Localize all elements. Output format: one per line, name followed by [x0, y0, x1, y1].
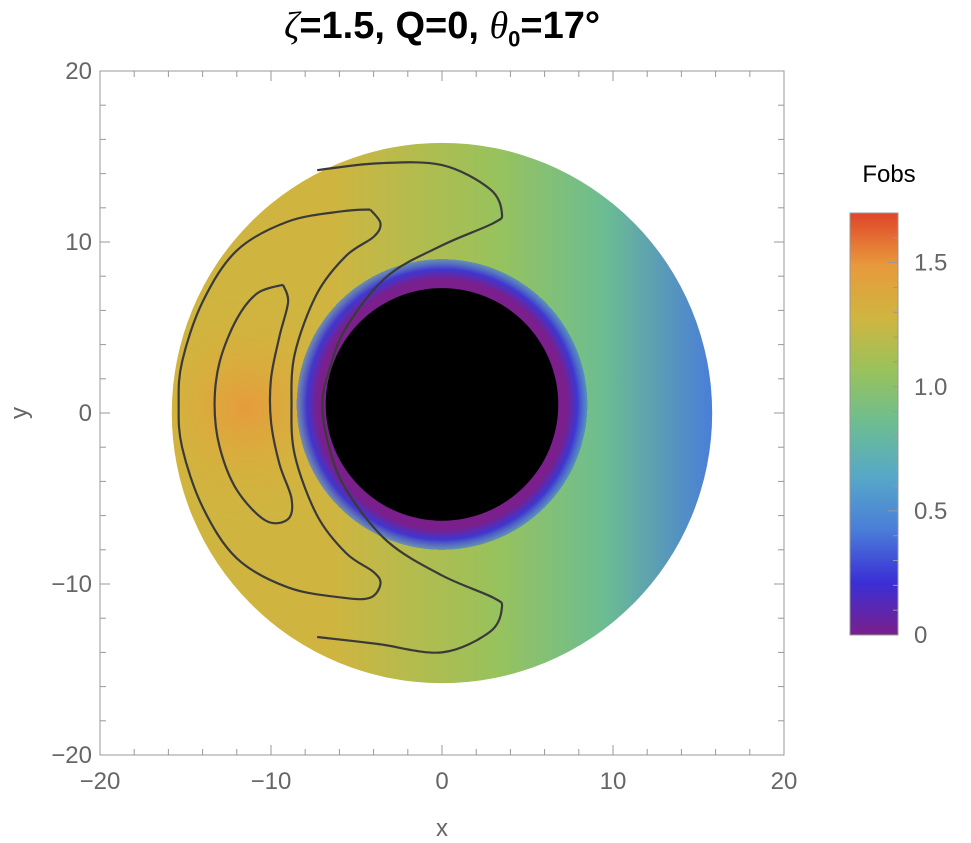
y-axis-label: y [6, 407, 33, 419]
colorbar-tick-label: 1.0 [914, 374, 947, 401]
contour-line [317, 161, 504, 654]
colorbar-tick-label: 1.5 [914, 250, 947, 277]
x-tick-label: −20 [80, 768, 121, 795]
colorbar-gradient [849, 212, 899, 636]
y-tick-label: −10 [51, 571, 92, 598]
title-theta-value: =17° [520, 5, 601, 47]
title-zeta-symbol: ζ [283, 5, 300, 47]
black-hole-shadow [325, 288, 559, 521]
colorbar-tick-label: 0 [914, 622, 927, 649]
x-axis-label: x [436, 815, 448, 842]
y-tick-label: 20 [65, 58, 92, 85]
x-tick-label: −10 [251, 768, 292, 795]
chart-title: ζ=1.5, Q=0, θ0=17° [0, 4, 884, 53]
brightness-disk [171, 142, 713, 684]
contour-line [177, 208, 382, 601]
colorbar-tick-label: 0.5 [914, 498, 947, 525]
title-zeta-value: =1.5, [299, 5, 385, 47]
colorbar-label: Fobs [862, 161, 915, 188]
y-tick-label: 0 [79, 400, 92, 427]
axis-tick-labels: −20 −10 0 10 20 −20 −10 0 10 20 [51, 58, 797, 795]
colorbar: 0 0.5 1.0 1.5 [849, 212, 947, 649]
title-theta-symbol: θ [489, 5, 509, 47]
y-tick-label: −20 [51, 742, 92, 769]
contour-line [213, 283, 294, 525]
x-tick-label: 0 [435, 768, 448, 795]
title-q: Q=0, [395, 5, 479, 47]
x-tick-label: 20 [771, 768, 798, 795]
x-tick-label: 10 [600, 768, 627, 795]
axis-ticks [99, 70, 785, 756]
contour-lines [177, 161, 504, 654]
y-tick-label: 10 [65, 229, 92, 256]
title-theta-subscript: 0 [508, 26, 521, 52]
